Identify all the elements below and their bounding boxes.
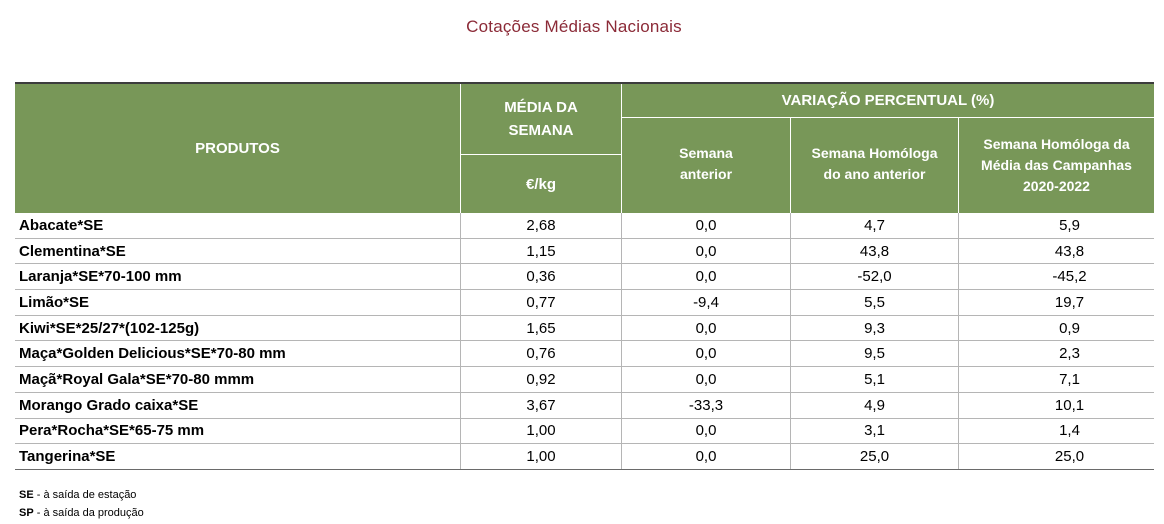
campaigns-average-variation-cell: -45,2 <box>1052 268 1087 286</box>
header-weekly-average: MÉDIA DA SEMANA <box>461 84 621 154</box>
table-row: Kiwi*SE*25/27*(102-125g) 1,65 0,0 9,3 0,… <box>15 315 1154 342</box>
previous-week-variation-cell: 0,0 <box>622 444 791 469</box>
weekly-average-cell: 0,76 <box>461 341 622 367</box>
previous-week-variation-cell: 0,0 <box>622 341 791 367</box>
product-cell: Clementina*SE <box>15 238 461 264</box>
footnote-text: - à saída de estação <box>36 489 137 501</box>
header-unit: €/kg <box>461 155 621 213</box>
table-body: Abacate*SE 2,68 0,0 4,7 5,9 Clementina*S… <box>15 213 1154 470</box>
table-row: Morango Grado caixa*SE 3,67 -33,3 4,9 10… <box>15 392 1154 419</box>
footnote-sp: SP - à saída da produção <box>19 504 144 522</box>
campaigns-average-variation-cell: 7,1 <box>1059 370 1080 388</box>
header-products: PRODUTOS <box>15 84 460 213</box>
header-same-week-campaigns-average-label: Semana Homóloga da Média das Campanhas 2… <box>981 136 1132 194</box>
weekly-average-cell: 0,36 <box>461 264 622 290</box>
header-previous-week-label: Semana anterior <box>679 144 733 182</box>
campaigns-average-variation-cell: 25,0 <box>1054 448 1085 466</box>
header-same-week-campaigns-average: Semana Homóloga da Média das Campanhas 2… <box>959 118 1154 213</box>
table-row: Maça*Golden Delicious*SE*70-80 mm 0,76 0… <box>15 341 1154 368</box>
previous-week-variation-cell: 0,0 <box>622 418 791 444</box>
footnotes: SE - à saída de estação SP - à saída da … <box>19 486 144 522</box>
campaigns-average-variation-cell: 1,4 <box>1059 422 1080 440</box>
table-row: Maçã*Royal Gala*SE*70-80 mmm 0,92 0,0 5,… <box>15 367 1154 393</box>
product-cell: Tangerina*SE <box>15 444 461 469</box>
previous-week-variation-cell: 0,0 <box>622 315 791 341</box>
product-cell: Morango Grado caixa*SE <box>15 392 461 418</box>
last-year-variation-cell: -52,0 <box>791 264 959 290</box>
campaigns-average-variation-cell: 10,1 <box>1054 396 1085 414</box>
footnote-text: - à saída da produção <box>36 507 144 519</box>
previous-week-variation-cell: 0,0 <box>622 238 791 264</box>
product-cell: Laranja*SE*70-100 mm <box>15 264 461 290</box>
table-row: Abacate*SE 2,68 0,0 4,7 5,9 <box>15 213 1154 239</box>
product-cell: Abacate*SE <box>15 213 461 238</box>
table-row: Pera*Rocha*SE*65-75 mm 1,00 0,0 3,1 1,4 <box>15 418 1154 445</box>
campaigns-average-variation-cell: 2,3 <box>1059 345 1080 363</box>
table-row: Laranja*SE*70-100 mm 0,36 0,0 -52,0 -45,… <box>15 264 1154 291</box>
last-year-variation-cell: 9,5 <box>791 341 959 367</box>
header-same-week-last-year: Semana Homóloga do ano anterior <box>791 118 958 213</box>
previous-week-variation-cell: -33,3 <box>622 392 791 418</box>
footnote-se: SE - à saída de estação <box>19 486 144 504</box>
table-header: PRODUTOS MÉDIA DA SEMANA VARIAÇÃO PERCEN… <box>15 84 1154 213</box>
last-year-variation-cell: 5,5 <box>791 290 959 315</box>
product-cell: Kiwi*SE*25/27*(102-125g) <box>15 315 461 341</box>
table-row: Tangerina*SE 1,00 0,0 25,0 25,0 <box>15 444 1154 470</box>
weekly-average-cell: 1,00 <box>461 444 622 469</box>
last-year-variation-cell: 25,0 <box>791 444 959 469</box>
previous-week-variation-cell: 0,0 <box>622 264 791 290</box>
header-same-week-last-year-label: Semana Homóloga do ano anterior <box>811 144 938 182</box>
table-row: Limão*SE 0,77 -9,4 5,5 19,7 <box>15 290 1154 316</box>
last-year-variation-cell: 3,1 <box>791 418 959 444</box>
header-percent-variation-label: VARIAÇÃO PERCENTUAL (%) <box>781 92 995 109</box>
weekly-average-cell: 2,68 <box>461 213 622 238</box>
weekly-average-cell: 0,92 <box>461 367 622 392</box>
last-year-variation-cell: 5,1 <box>791 367 959 392</box>
last-year-variation-cell: 9,3 <box>791 315 959 341</box>
header-unit-label: €/kg <box>525 175 556 193</box>
price-table: PRODUTOS MÉDIA DA SEMANA VARIAÇÃO PERCEN… <box>15 82 1154 470</box>
product-cell: Pera*Rocha*SE*65-75 mm <box>15 418 461 444</box>
header-weekly-average-label: MÉDIA DA SEMANA <box>504 99 578 139</box>
header-products-label: PRODUTOS <box>195 140 280 157</box>
campaigns-average-variation-cell: 19,7 <box>1054 293 1085 311</box>
weekly-average-cell: 0,77 <box>461 290 622 315</box>
last-year-variation-cell: 4,9 <box>791 392 959 418</box>
weekly-average-cell: 1,15 <box>461 238 622 264</box>
campaigns-average-variation-cell: 5,9 <box>1059 216 1080 234</box>
previous-week-variation-cell: -9,4 <box>622 290 791 315</box>
weekly-average-cell: 1,00 <box>461 418 622 444</box>
product-cell: Maçã*Royal Gala*SE*70-80 mmm <box>15 367 461 392</box>
previous-week-variation-cell: 0,0 <box>622 213 791 238</box>
campaigns-average-variation-cell: 0,9 <box>1059 319 1080 337</box>
product-cell: Maça*Golden Delicious*SE*70-80 mm <box>15 341 461 367</box>
page-title: Cotações Médias Nacionais <box>466 17 682 36</box>
product-cell: Limão*SE <box>15 290 461 315</box>
footnote-abbr: SE <box>19 489 34 501</box>
weekly-average-cell: 1,65 <box>461 315 622 341</box>
header-previous-week: Semana anterior <box>622 118 790 213</box>
last-year-variation-cell: 43,8 <box>791 238 959 264</box>
weekly-average-cell: 3,67 <box>461 392 622 418</box>
previous-week-variation-cell: 0,0 <box>622 367 791 392</box>
header-percent-variation: VARIAÇÃO PERCENTUAL (%) <box>622 84 1154 117</box>
campaigns-average-variation-cell: 43,8 <box>1054 242 1085 260</box>
last-year-variation-cell: 4,7 <box>791 213 959 238</box>
table-row: Clementina*SE 1,15 0,0 43,8 43,8 <box>15 238 1154 265</box>
footnote-abbr: SP <box>19 507 34 519</box>
